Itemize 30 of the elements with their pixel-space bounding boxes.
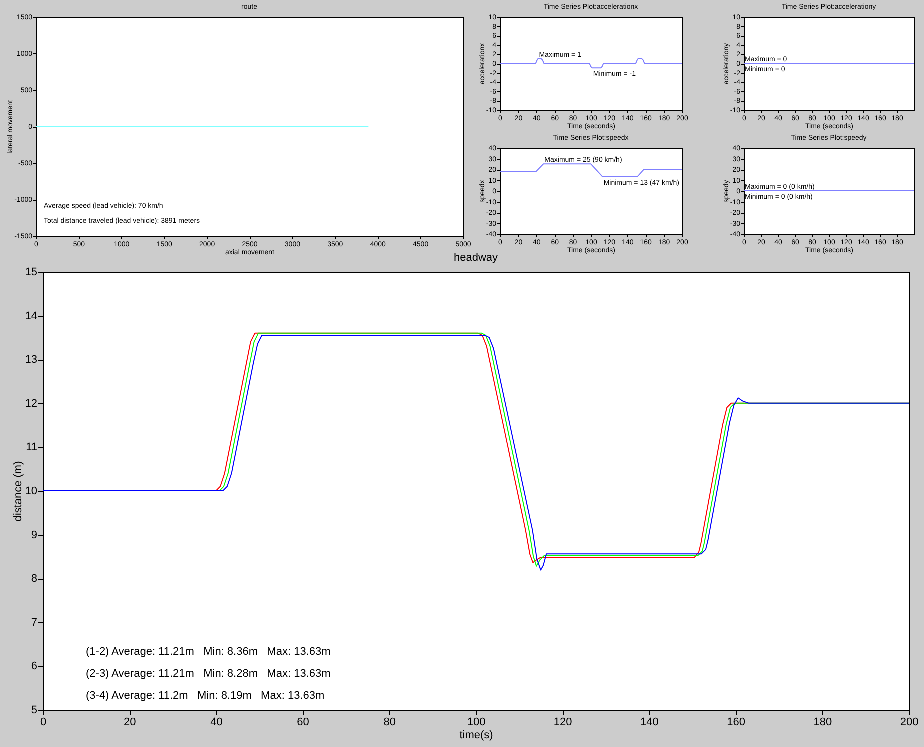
x-tick-label: 0	[40, 716, 47, 728]
y-tick-label: 6	[31, 660, 38, 673]
x-tick-label: 140	[640, 716, 659, 728]
x-tick-label: 120	[554, 716, 572, 728]
y-tick-label: 14	[25, 310, 38, 322]
y-tick-label: 10	[25, 486, 38, 498]
line-series	[500, 164, 682, 178]
x-tick-label: 160	[727, 716, 746, 728]
y-tick-label: 7	[31, 616, 38, 629]
x-tick-label: 20	[124, 716, 136, 728]
x-tick-label: 200	[900, 716, 919, 728]
x-tick-label: 60	[297, 716, 310, 728]
x-tick-label: 100	[467, 716, 486, 728]
x-tick-label: 80	[384, 716, 396, 728]
x-tick-label: 180	[814, 716, 832, 728]
y-tick-label: 12	[25, 398, 38, 410]
y-axis-title: distance (m)	[12, 461, 24, 522]
y-tick-label: 9	[31, 529, 38, 542]
line-series	[500, 58, 682, 69]
x-axis-title: time(s)	[460, 730, 494, 742]
y-tick-label: 8	[31, 573, 38, 586]
y-tick-label: 5	[31, 704, 38, 716]
annotation: (2-3) Average: 11.21m Min: 8.28m Max: 13.63m	[86, 668, 331, 680]
chart-title: headway	[454, 252, 499, 264]
x-tick-label: 40	[210, 716, 223, 728]
annotation: (3-4) Average: 11.2m Min: 8.19m Max: 13.63m	[86, 690, 325, 702]
y-tick-label: 15	[25, 266, 38, 278]
annotation: (1-2) Average: 11.21m Min: 8.36m Max: 13.63m	[86, 646, 331, 658]
y-tick-label: 13	[25, 354, 38, 366]
y-tick-label: 11	[26, 442, 38, 454]
